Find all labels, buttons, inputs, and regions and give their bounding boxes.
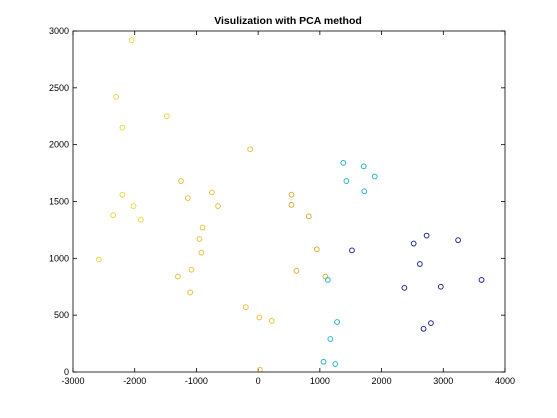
data-point: [401, 284, 408, 291]
x-tick-label: 0: [256, 376, 261, 386]
data-point: [313, 246, 320, 253]
data-point: [268, 317, 275, 324]
data-point: [175, 273, 181, 280]
axes-box: [72, 30, 506, 373]
data-point: [188, 266, 195, 273]
data-point: [184, 195, 191, 201]
data-point: [416, 261, 423, 267]
data-point: [113, 94, 120, 100]
data-point: [334, 319, 341, 325]
x-tick-label: 4000: [495, 376, 515, 386]
x-tick-label: -2000: [123, 376, 146, 386]
y-tick-label: 0: [64, 367, 69, 377]
y-tick-label: 1500: [49, 197, 69, 207]
data-point: [110, 212, 117, 219]
data-point: [215, 203, 221, 209]
data-point: [340, 159, 347, 166]
data-point: [361, 188, 368, 195]
data-point: [343, 178, 350, 184]
data-point: [327, 336, 334, 342]
x-tick-label: 3000: [433, 376, 453, 386]
data-point: [288, 191, 295, 198]
data-point: [293, 267, 300, 274]
data-point: [130, 203, 137, 209]
data-point: [187, 289, 194, 296]
data-point: [196, 236, 203, 242]
data-point: [178, 178, 184, 184]
data-point: [428, 320, 434, 327]
data-point: [199, 224, 206, 231]
data-point: [119, 124, 126, 131]
data-point: [256, 314, 263, 321]
data-point: [349, 247, 355, 254]
data-point: [96, 256, 102, 263]
data-point: [288, 202, 295, 208]
data-point: [478, 277, 485, 283]
y-tick-label: 2000: [49, 140, 69, 150]
x-tick-label: -3000: [61, 376, 84, 386]
data-point: [137, 216, 144, 223]
data-point: [371, 173, 378, 180]
data-point: [332, 361, 339, 367]
data-point: [455, 237, 461, 244]
data-point: [242, 304, 249, 311]
data-point: [305, 213, 312, 220]
x-tick-label: 2000: [372, 376, 392, 386]
data-point: [324, 277, 331, 283]
y-tick-label: 1000: [49, 253, 69, 263]
y-tick-label: 3000: [49, 26, 69, 36]
data-point: [119, 191, 126, 198]
data-point: [410, 240, 417, 247]
chart-title: Visulization with PCA method: [214, 15, 362, 27]
data-point: [360, 163, 367, 170]
data-point: [198, 249, 205, 256]
data-point: [163, 113, 170, 120]
data-point: [208, 189, 215, 196]
axis-ticks: -3000 -2000 -1000 0 1000 2000 3000 4000 0 500 1000…: [49, 26, 515, 386]
y-tick-label: 2500: [49, 83, 69, 93]
x-tick-label: -1000: [185, 376, 208, 386]
data-point: [247, 146, 254, 153]
data-point: [437, 283, 444, 290]
y-tick-label: 500: [54, 310, 69, 320]
data-point: [320, 358, 327, 365]
x-tick-label: 1000: [310, 376, 330, 386]
data-point: [420, 325, 427, 332]
data-point: [128, 37, 135, 43]
data-point: [423, 232, 430, 239]
data-points: [96, 37, 485, 373]
